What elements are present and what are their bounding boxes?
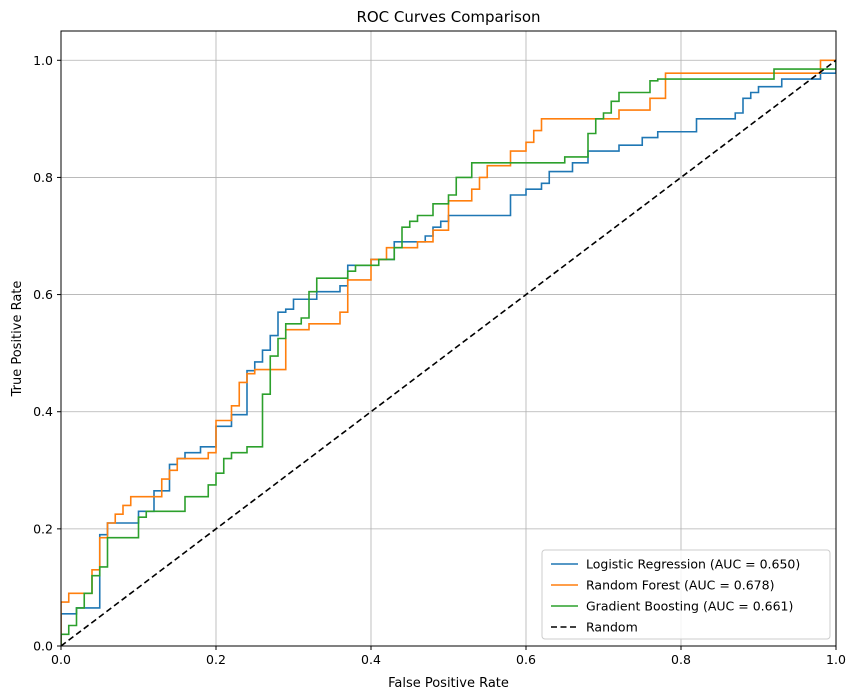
legend-label: Random Forest (AUC = 0.678)	[586, 578, 774, 593]
x-tick-label: 0.0	[51, 652, 71, 667]
series-line-3	[61, 59, 836, 646]
x-tick-label: 0.6	[516, 652, 536, 667]
legend-label: Random	[586, 620, 638, 635]
x-tick-label: 0.2	[206, 652, 226, 667]
y-tick-label: 0.8	[33, 170, 53, 185]
legend: Logistic Regression (AUC = 0.650) Random …	[541, 549, 831, 640]
y-tick-label: 0.6	[33, 287, 53, 302]
x-axis-ticks: 0.0 0.2 0.4 0.6 0.8 1.0	[51, 646, 846, 667]
x-tick-label: 0.4	[361, 652, 381, 667]
legend-box	[541, 549, 831, 640]
y-tick-label: 0.4	[33, 404, 53, 419]
legend-label: Logistic Regression (AUC = 0.650)	[586, 557, 800, 572]
plot-lines	[61, 59, 836, 646]
y-tick-label: 1.0	[33, 53, 53, 68]
chart-title: ROC Curves Comparison	[356, 8, 540, 26]
y-tick-label: 0.0	[33, 639, 53, 654]
y-axis-ticks: 0.0 0.2 0.4 0.6 0.8 1.0	[33, 53, 61, 654]
series-line-1	[61, 59, 836, 646]
y-tick-label: 0.2	[33, 521, 53, 536]
x-tick-label: 1.0	[826, 652, 846, 667]
y-axis-label: True Positive Rate	[10, 281, 25, 398]
legend-label: Gradient Boosting (AUC = 0.661)	[586, 599, 793, 614]
x-axis-label: False Positive Rate	[388, 676, 509, 691]
x-tick-label: 0.8	[671, 652, 691, 667]
plot-frame	[60, 30, 837, 647]
series-line-2	[61, 60, 836, 646]
